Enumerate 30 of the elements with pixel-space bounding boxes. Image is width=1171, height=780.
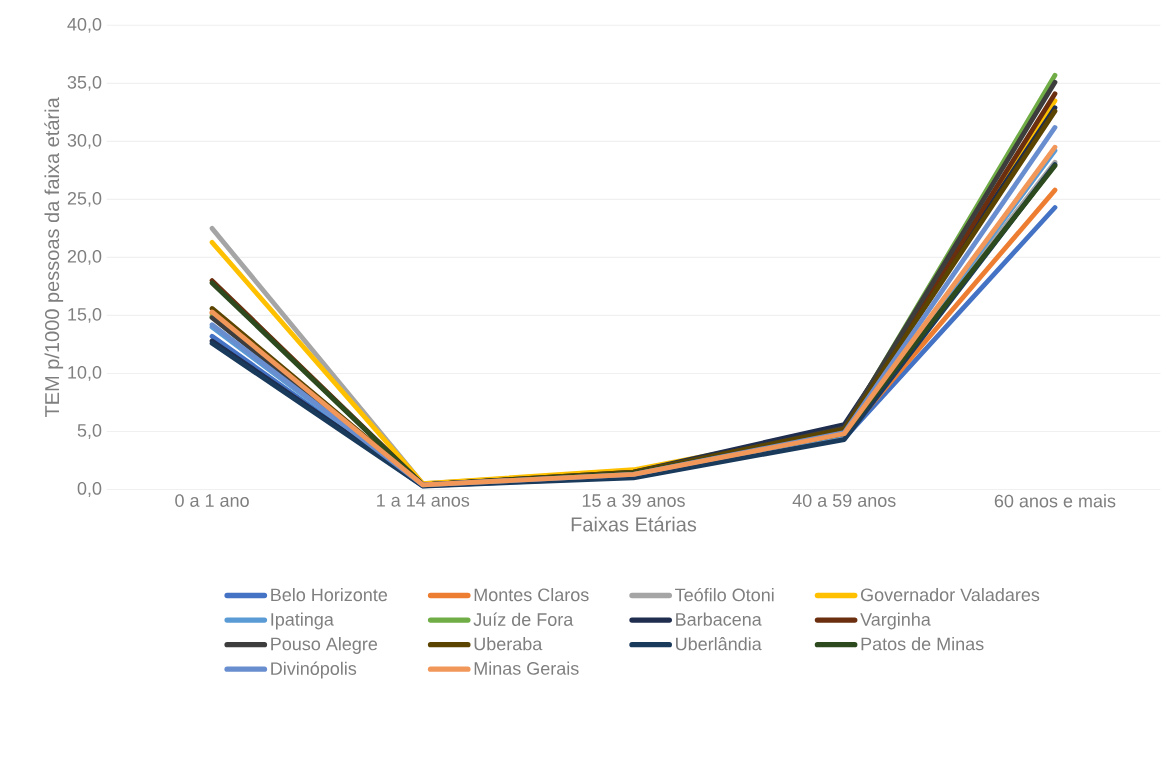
- legend-label: Belo Horizonte: [271, 587, 388, 602]
- legend-label: Uberlândia: [676, 636, 762, 651]
- legend-label: Pouso Alegre: [271, 637, 378, 654]
- legend-label: Governador Valadares: [861, 587, 1040, 602]
- x-tick-label: 1 a 14 anos: [377, 494, 470, 507]
- y-tick-label: 25,0: [67, 191, 102, 207]
- x-axis-title: Faixas Etárias: [571, 516, 697, 532]
- x-tick-label: 60 anos e mais: [994, 494, 1116, 508]
- y-tick-label: 15,0: [68, 307, 102, 323]
- y-axis-title: TEM p/1000 pessoas da faixa etária: [44, 97, 64, 417]
- x-tick-label: 40 a 59 anos: [792, 494, 896, 507]
- y-tick-label: 10,0: [68, 365, 102, 381]
- x-tick-label: 0 a 1 ano: [175, 494, 249, 507]
- y-tick-label: 35,0: [67, 75, 102, 91]
- legend-label: Teófilo Otoni: [675, 587, 774, 602]
- legend-label: Ipatinga: [271, 612, 334, 630]
- y-tick-label: 5,0: [77, 423, 102, 439]
- y-tick-label: 40,0: [67, 17, 102, 33]
- y-tick-label: 30,0: [67, 133, 102, 149]
- legend-label: Minas Gerais: [474, 661, 579, 675]
- legend-label: Uberaba: [474, 637, 543, 651]
- legend-label: Patos de Minas: [861, 637, 984, 651]
- legend-label: Barbacena: [676, 612, 762, 626]
- legend-label: Divinópolis: [271, 661, 357, 679]
- legend-label: Varginha: [860, 612, 931, 630]
- x-tick-label: 15 a 39 anos: [582, 494, 685, 507]
- y-tick-label: 20,0: [67, 249, 102, 265]
- legend-label: Montes Claros: [474, 587, 589, 602]
- legend-label: Juíz de Fora: [473, 612, 574, 626]
- y-tick-label: 0,0: [77, 481, 102, 497]
